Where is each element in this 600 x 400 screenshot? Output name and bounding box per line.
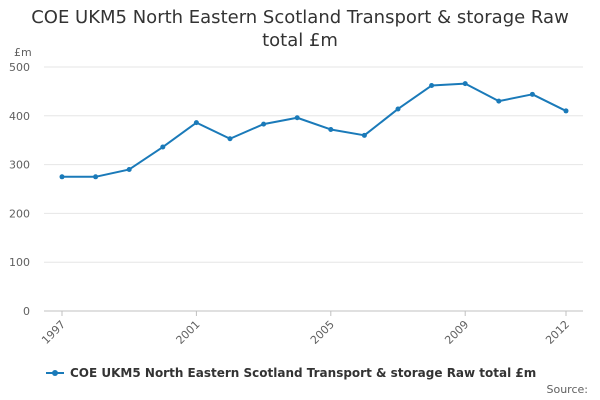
series-layer bbox=[59, 81, 569, 180]
data-point-2012[interactable] bbox=[563, 108, 569, 114]
y-axis-unit-label: £m bbox=[14, 46, 32, 59]
data-point-1998[interactable] bbox=[93, 174, 99, 180]
data-point-1997[interactable] bbox=[59, 174, 65, 180]
data-point-2004[interactable] bbox=[294, 115, 300, 121]
x-tick-label-2001: 2001 bbox=[174, 318, 203, 347]
y-tick-label-0: 0 bbox=[23, 305, 30, 318]
chart-title-line-1: COE UKM5 North Eastern Scotland Transpor… bbox=[31, 7, 569, 28]
data-point-2011[interactable] bbox=[529, 91, 535, 97]
data-point-2008[interactable] bbox=[429, 83, 435, 89]
chart-title: COE UKM5 North Eastern Scotland Transpor… bbox=[0, 6, 600, 52]
legend[interactable]: COE UKM5 North Eastern Scotland Transpor… bbox=[46, 366, 536, 380]
y-tick-label-100: 100 bbox=[9, 256, 30, 269]
data-point-1999[interactable] bbox=[126, 166, 132, 172]
grid-lines bbox=[44, 66, 583, 312]
data-point-2005[interactable] bbox=[328, 126, 334, 132]
data-point-2001[interactable] bbox=[193, 120, 199, 126]
data-point-2003[interactable] bbox=[261, 121, 267, 127]
x-tick-label-2009: 2009 bbox=[442, 318, 471, 347]
data-point-2002[interactable] bbox=[227, 136, 233, 142]
y-tick-labels: 0 100 200 300 400 500 bbox=[9, 61, 30, 318]
x-tick-labels: 1997 2001 2005 2009 2012 bbox=[39, 311, 572, 347]
data-point-2000[interactable] bbox=[160, 144, 166, 150]
data-point-2006[interactable] bbox=[361, 132, 367, 138]
x-tick-label-2012: 2012 bbox=[543, 318, 572, 347]
series-line-0[interactable] bbox=[62, 82, 567, 178]
x-tick-label-1997: 1997 bbox=[39, 318, 68, 347]
data-point-2009[interactable] bbox=[462, 81, 468, 87]
y-tick-label-200: 200 bbox=[9, 207, 30, 220]
data-point-2010[interactable] bbox=[496, 98, 502, 104]
x-tick-label-2005: 2005 bbox=[308, 318, 337, 347]
y-tick-label-500: 500 bbox=[9, 61, 30, 74]
y-tick-label-400: 400 bbox=[9, 110, 30, 123]
data-point-2007[interactable] bbox=[395, 106, 401, 112]
y-tick-label-300: 300 bbox=[9, 159, 30, 172]
source-label: Source: bbox=[546, 383, 589, 396]
chart-title-line-2: total £m bbox=[262, 30, 338, 51]
legend-label: COE UKM5 North Eastern Scotland Transpor… bbox=[70, 366, 537, 380]
legend-swatch bbox=[46, 367, 64, 379]
